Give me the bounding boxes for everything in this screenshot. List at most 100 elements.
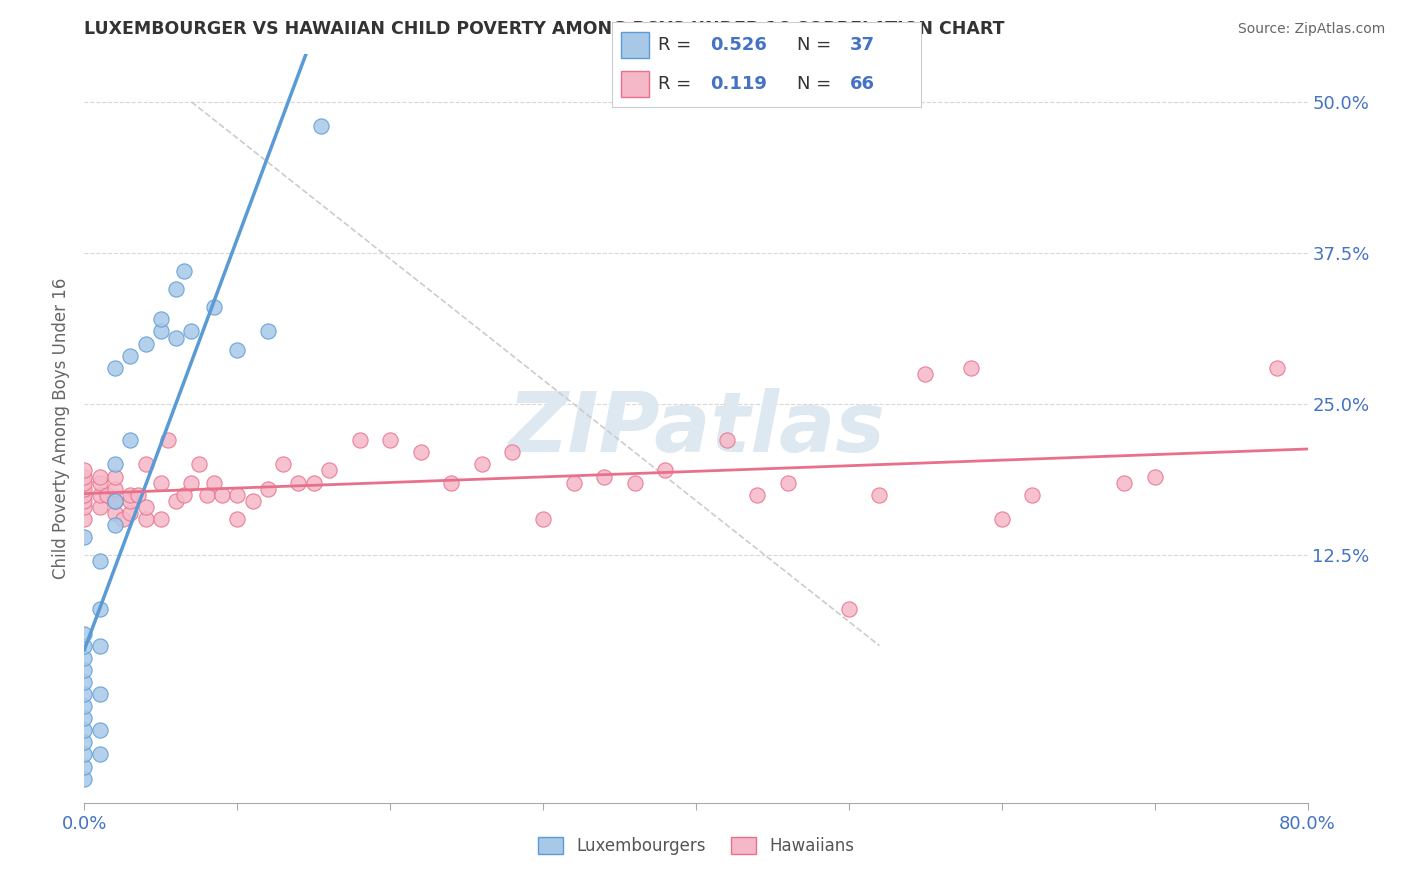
Point — [73, 493, 96, 508]
Point — [120, 506, 142, 520]
Point — [73, 626, 96, 640]
Point — [111, 512, 134, 526]
Text: N =: N = — [797, 75, 837, 93]
Point — [776, 475, 799, 490]
Point — [73, 650, 96, 665]
Point — [73, 639, 96, 653]
Point — [302, 475, 325, 490]
Point — [89, 469, 111, 483]
Point — [73, 747, 96, 762]
Point — [73, 687, 96, 701]
Point — [89, 687, 111, 701]
Point — [89, 723, 111, 738]
Point — [257, 325, 280, 339]
Point — [73, 530, 96, 544]
Point — [1021, 488, 1043, 502]
Point — [991, 512, 1014, 526]
Point — [149, 312, 172, 326]
Point — [89, 488, 111, 502]
Point — [440, 475, 463, 490]
Point — [211, 488, 233, 502]
Point — [311, 119, 333, 133]
Point — [135, 458, 157, 472]
Point — [318, 463, 340, 477]
Text: N =: N = — [797, 37, 837, 54]
Point — [104, 482, 127, 496]
Point — [120, 434, 142, 448]
Text: 37: 37 — [849, 37, 875, 54]
Text: 0.119: 0.119 — [710, 75, 768, 93]
Point — [202, 475, 225, 490]
Point — [157, 434, 180, 448]
Text: R =: R = — [658, 75, 703, 93]
Point — [562, 475, 585, 490]
Point — [73, 463, 96, 477]
Point — [593, 469, 616, 483]
Point — [747, 488, 769, 502]
Point — [1114, 475, 1136, 490]
Point — [838, 602, 860, 616]
Text: R =: R = — [658, 37, 697, 54]
Point — [654, 463, 676, 477]
Point — [120, 488, 142, 502]
Point — [380, 434, 402, 448]
Point — [89, 500, 111, 514]
Point — [349, 434, 371, 448]
Y-axis label: Child Poverty Among Boys Under 16: Child Poverty Among Boys Under 16 — [52, 277, 70, 579]
Text: 66: 66 — [849, 75, 875, 93]
Point — [96, 488, 118, 502]
Point — [165, 282, 187, 296]
Text: 0.526: 0.526 — [710, 37, 768, 54]
Point — [135, 336, 157, 351]
Point — [180, 475, 202, 490]
Point — [226, 488, 249, 502]
Point — [73, 469, 96, 483]
Point — [89, 602, 111, 616]
Point — [202, 301, 225, 315]
Legend: Luxembourgers, Hawaiians: Luxembourgers, Hawaiians — [531, 830, 860, 862]
Point — [104, 506, 127, 520]
Point — [104, 360, 127, 375]
Point — [173, 488, 195, 502]
Point — [180, 325, 202, 339]
Point — [73, 723, 96, 738]
Point — [531, 512, 554, 526]
Point — [73, 735, 96, 749]
Point — [89, 639, 111, 653]
FancyBboxPatch shape — [621, 71, 648, 97]
Point — [73, 512, 96, 526]
Point — [195, 488, 218, 502]
Point — [104, 493, 127, 508]
Point — [716, 434, 738, 448]
Point — [104, 469, 127, 483]
Point — [287, 475, 309, 490]
Point — [149, 325, 172, 339]
Point — [73, 663, 96, 677]
Point — [226, 512, 249, 526]
Point — [73, 488, 96, 502]
Point — [73, 772, 96, 786]
Point — [73, 482, 96, 496]
Point — [173, 264, 195, 278]
Point — [226, 343, 249, 357]
Point — [624, 475, 647, 490]
Point — [89, 554, 111, 568]
Point — [104, 493, 127, 508]
Point — [271, 458, 294, 472]
Point — [73, 675, 96, 690]
Point — [135, 512, 157, 526]
FancyBboxPatch shape — [621, 32, 648, 58]
Point — [149, 475, 172, 490]
Point — [120, 349, 142, 363]
Text: LUXEMBOURGER VS HAWAIIAN CHILD POVERTY AMONG BOYS UNDER 16 CORRELATION CHART: LUXEMBOURGER VS HAWAIIAN CHILD POVERTY A… — [84, 21, 1005, 38]
Point — [120, 493, 142, 508]
Point — [257, 482, 280, 496]
Point — [869, 488, 891, 502]
Point — [104, 458, 127, 472]
Point — [73, 759, 96, 773]
Point — [188, 458, 211, 472]
Point — [135, 500, 157, 514]
Point — [1143, 469, 1166, 483]
Point — [104, 517, 127, 532]
Text: Source: ZipAtlas.com: Source: ZipAtlas.com — [1237, 22, 1385, 37]
